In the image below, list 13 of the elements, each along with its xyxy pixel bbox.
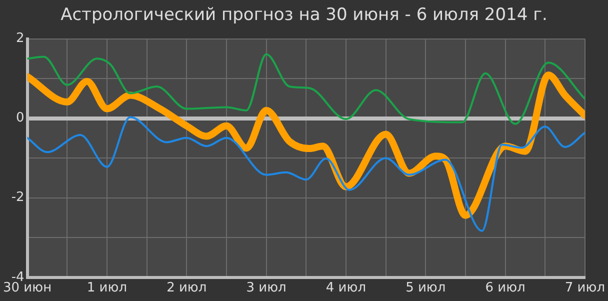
y-tick-label: 0 bbox=[16, 110, 24, 126]
x-tick-label: 2 июл bbox=[166, 280, 207, 296]
line-series bbox=[27, 53, 585, 125]
x-tick-label: 3 июл bbox=[246, 280, 286, 296]
x-tick-label: 6 июл bbox=[485, 280, 526, 296]
chart-title: Астрологический прогноз на 30 июня - 6 июля 2014 г. bbox=[60, 4, 548, 27]
y-tick-label: 2 bbox=[16, 31, 24, 46]
x-tick-label: 5 июл bbox=[406, 280, 446, 296]
y-tick-label: -2 bbox=[11, 190, 24, 206]
line-series bbox=[27, 116, 585, 232]
x-tick-label: 4 июл bbox=[326, 280, 366, 296]
x-tick-label: 7 июл bbox=[564, 280, 605, 296]
x-tick-label: 1 июл bbox=[86, 280, 128, 296]
